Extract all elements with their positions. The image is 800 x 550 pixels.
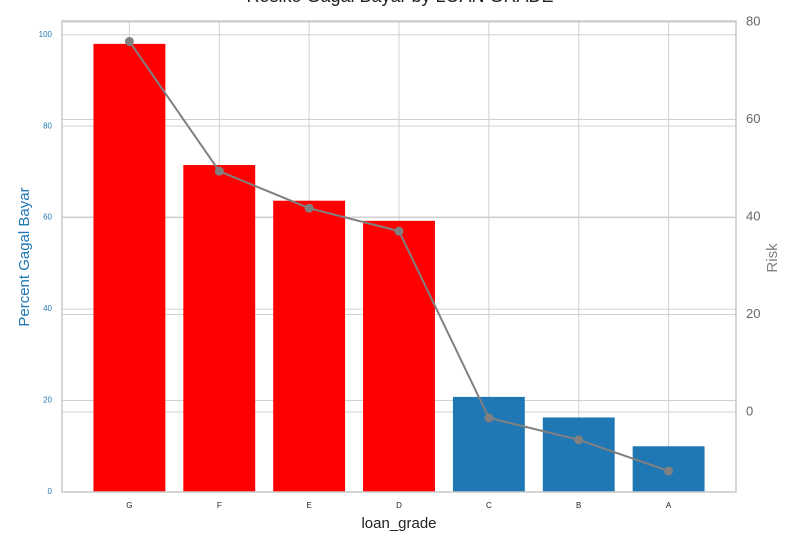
x-axis-label: loan_grade: [361, 515, 436, 532]
marker: [214, 166, 224, 176]
marker: [124, 36, 134, 46]
marker: [484, 413, 494, 423]
chart-title: Resiko Gagal Bayar by LOAN GRADE: [246, 0, 553, 6]
marker: [394, 226, 404, 236]
bar: [93, 43, 166, 493]
plot-frame: [61, 20, 737, 493]
x-tick-label: C: [486, 501, 492, 510]
y2-tick-label: 80: [746, 13, 760, 28]
y2-tick-label: 40: [746, 208, 760, 223]
y-tick-label: 80: [43, 121, 52, 130]
bar: [452, 396, 525, 492]
y-tick-label: 60: [43, 213, 52, 222]
bar: [542, 417, 615, 492]
marker: [304, 203, 314, 213]
y-tick-label: 20: [43, 396, 52, 405]
y-tick-label: 40: [43, 304, 52, 313]
bar: [183, 165, 256, 492]
x-tick-label: A: [666, 501, 672, 510]
x-tick-label: B: [576, 501, 581, 510]
y2-tick-label: 60: [746, 111, 760, 126]
x-tick-label: D: [396, 501, 402, 510]
y-tick-label: 0: [48, 487, 53, 496]
y2-axis-label: Risk: [764, 243, 781, 273]
marker: [574, 435, 584, 445]
bar: [273, 200, 346, 492]
x-tick-label: E: [306, 501, 311, 510]
bar: [363, 220, 435, 492]
x-tick-label: F: [217, 501, 222, 510]
y-axis-label: Percent Gagal Bayar: [16, 187, 33, 326]
y2-tick-label: 20: [746, 306, 760, 321]
x-tick-label: G: [126, 501, 132, 510]
y-tick-label: 100: [39, 30, 53, 39]
marker: [664, 466, 674, 476]
y2-tick-label: 0: [746, 403, 753, 418]
